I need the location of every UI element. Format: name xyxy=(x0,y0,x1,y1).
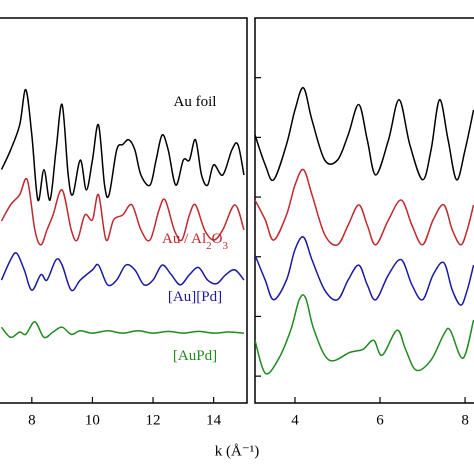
spectrum-line xyxy=(255,168,474,246)
series-label: [AuPd] xyxy=(173,348,217,364)
series-label: Au / Al2O3 xyxy=(162,231,229,251)
x-tick-label: 8 xyxy=(28,412,36,428)
spectrum-line xyxy=(0,177,245,246)
spectrum-line xyxy=(255,294,474,375)
x-tick-label: 14 xyxy=(206,412,222,428)
spectrum-line xyxy=(0,321,245,339)
spectrum-line xyxy=(0,88,245,202)
series-label: Au foil xyxy=(174,94,217,110)
spectrum-line xyxy=(0,252,245,292)
series-label: [Au][Pd] xyxy=(168,289,222,305)
x-tick-label: 12 xyxy=(146,412,161,428)
x-axis-label: k (Å⁻¹) xyxy=(215,443,260,459)
spectrum-line xyxy=(255,236,474,306)
frame xyxy=(0,17,248,404)
x-tick-label: 6 xyxy=(376,412,384,428)
x-tick-label: 8 xyxy=(461,412,469,428)
x-tick-label: 10 xyxy=(85,412,100,428)
spectrum-line xyxy=(255,87,474,182)
frame xyxy=(254,17,474,404)
x-tick-label: 4 xyxy=(291,412,299,428)
